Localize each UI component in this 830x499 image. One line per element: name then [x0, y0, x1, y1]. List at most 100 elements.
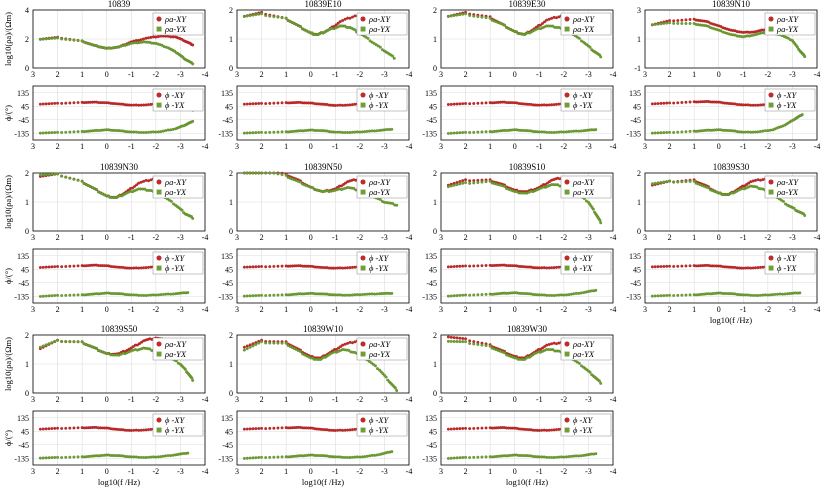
phi-yx-point	[550, 131, 554, 134]
y-tick-label: 0	[229, 64, 233, 73]
phi-yx-point	[680, 130, 684, 134]
phi-yx-point	[260, 455, 264, 459]
y-tick-label: 135	[629, 252, 641, 261]
phi-yx-point	[564, 455, 568, 459]
rho-yx-point	[95, 346, 98, 350]
phi-panel-7: 135 45 -45 -135 ϕ -XYϕ -YX	[626, 248, 818, 304]
phi-xy-point	[38, 266, 42, 269]
phi-xy-point	[129, 429, 133, 432]
phi-yx-point	[656, 294, 660, 298]
x-axis-label: log10(f /Hz)	[710, 315, 752, 325]
rho-yx-point	[653, 181, 657, 185]
phi-yx-point	[452, 456, 456, 460]
x-tick-label: 3	[31, 467, 35, 476]
phi-yx-point	[577, 129, 581, 133]
y-tick-label: 2	[433, 331, 437, 340]
legend-yx-marker	[360, 26, 366, 32]
phi-xy-point	[139, 266, 143, 270]
phi-xy-point	[751, 103, 755, 107]
rho-yx-point	[446, 185, 450, 189]
x-tick-label: -3	[585, 233, 592, 242]
rho-yx-point	[272, 341, 276, 345]
rho-xy-point	[545, 18, 549, 22]
rho-yx-point	[180, 208, 184, 212]
phi-panel-2: 135 45 -45 -135 ϕ -XYϕ -YX	[422, 85, 614, 141]
rho-yx-point	[588, 370, 592, 374]
y-tick-label: -135	[626, 292, 641, 301]
phi-yx-point	[50, 131, 54, 135]
rho-yx-point	[68, 340, 72, 344]
phi-yx-point	[257, 456, 261, 459]
legend-xy-label: ρa-XY	[368, 339, 391, 349]
rho-xy-point	[164, 34, 168, 38]
phi-yx-point	[594, 288, 598, 292]
legend-yx-marker	[564, 26, 570, 32]
phi-xy-point	[47, 102, 51, 106]
x-axis-label: log10(f /Hz)	[506, 477, 548, 487]
rho-yx-point	[672, 180, 676, 184]
y-tick-label: -135	[218, 292, 233, 301]
phi-xy-point	[656, 102, 660, 106]
phi-yx-point	[572, 292, 576, 296]
rho-yx-point	[488, 344, 492, 348]
legend-yx-marker	[156, 427, 162, 433]
phi-xy-point	[672, 101, 676, 105]
x-tick-label: -1	[536, 70, 543, 79]
panel-title: 10839S10	[509, 162, 546, 172]
x-tick-label: -4	[610, 305, 617, 314]
rho-frame	[644, 172, 818, 232]
phi-yx-point	[171, 292, 175, 296]
phi-xy-point	[68, 264, 72, 268]
phi-xy-point	[452, 265, 456, 269]
phi-xy-point	[458, 102, 462, 106]
phi-yx-point	[744, 293, 748, 297]
phi-xy-point	[60, 427, 64, 430]
rho-yx-point	[665, 21, 669, 25]
rho-yx-point	[268, 171, 272, 175]
phi-yx-point	[268, 293, 272, 297]
legend-yx-label: ρa-YX	[572, 187, 595, 197]
phi-xy-point	[756, 103, 760, 107]
phi-yx-point	[390, 127, 394, 131]
phi-xy-point	[257, 427, 261, 430]
y-tick-label: -135	[218, 129, 233, 138]
y-tick-label: 45	[21, 102, 29, 111]
phi-xy-point	[41, 427, 45, 431]
legend-yx-marker	[156, 265, 162, 271]
phi-xy-point	[751, 266, 755, 270]
y-tick-label: -135	[422, 454, 437, 463]
phi-yx-point	[684, 293, 688, 297]
phi-xy-point	[746, 103, 750, 107]
y-tick-label: 1	[229, 198, 233, 207]
phi-yx-point	[147, 455, 150, 459]
rho-yx-point	[503, 351, 506, 355]
rho-yx-point	[391, 201, 395, 205]
phi-yx-point	[452, 294, 456, 298]
phi-yx-point	[338, 130, 342, 134]
phi-yx-point	[60, 456, 64, 459]
x-tick-label: -3	[381, 305, 388, 314]
phi-yx-point	[763, 293, 767, 297]
phi-xy-point	[452, 102, 456, 106]
phi-xy-point	[341, 428, 345, 432]
x-tick-label: 0	[309, 395, 313, 404]
x-tick-label: -3	[585, 305, 592, 314]
phi-yx-point	[254, 131, 258, 135]
rho-yx-point	[577, 361, 581, 365]
rho-yx-point	[472, 14, 476, 18]
phi-xy-point	[662, 101, 666, 105]
x-tick-label: -4	[202, 233, 209, 242]
phi-yx-point	[171, 127, 175, 131]
legend-yx-label: ρa-YX	[164, 349, 187, 359]
x-tick-label: 1	[80, 395, 84, 404]
phi-xy-point	[552, 428, 556, 432]
phi-yx-point	[754, 294, 758, 297]
phi-xy-point	[254, 427, 258, 431]
phi-xy-point	[260, 426, 264, 430]
phi-xy-point	[343, 266, 347, 270]
phi-yx-point	[472, 455, 476, 459]
x-tick-label: -4	[406, 467, 413, 476]
rho-xy-point	[344, 181, 347, 185]
x-tick-label: -2	[153, 233, 160, 242]
